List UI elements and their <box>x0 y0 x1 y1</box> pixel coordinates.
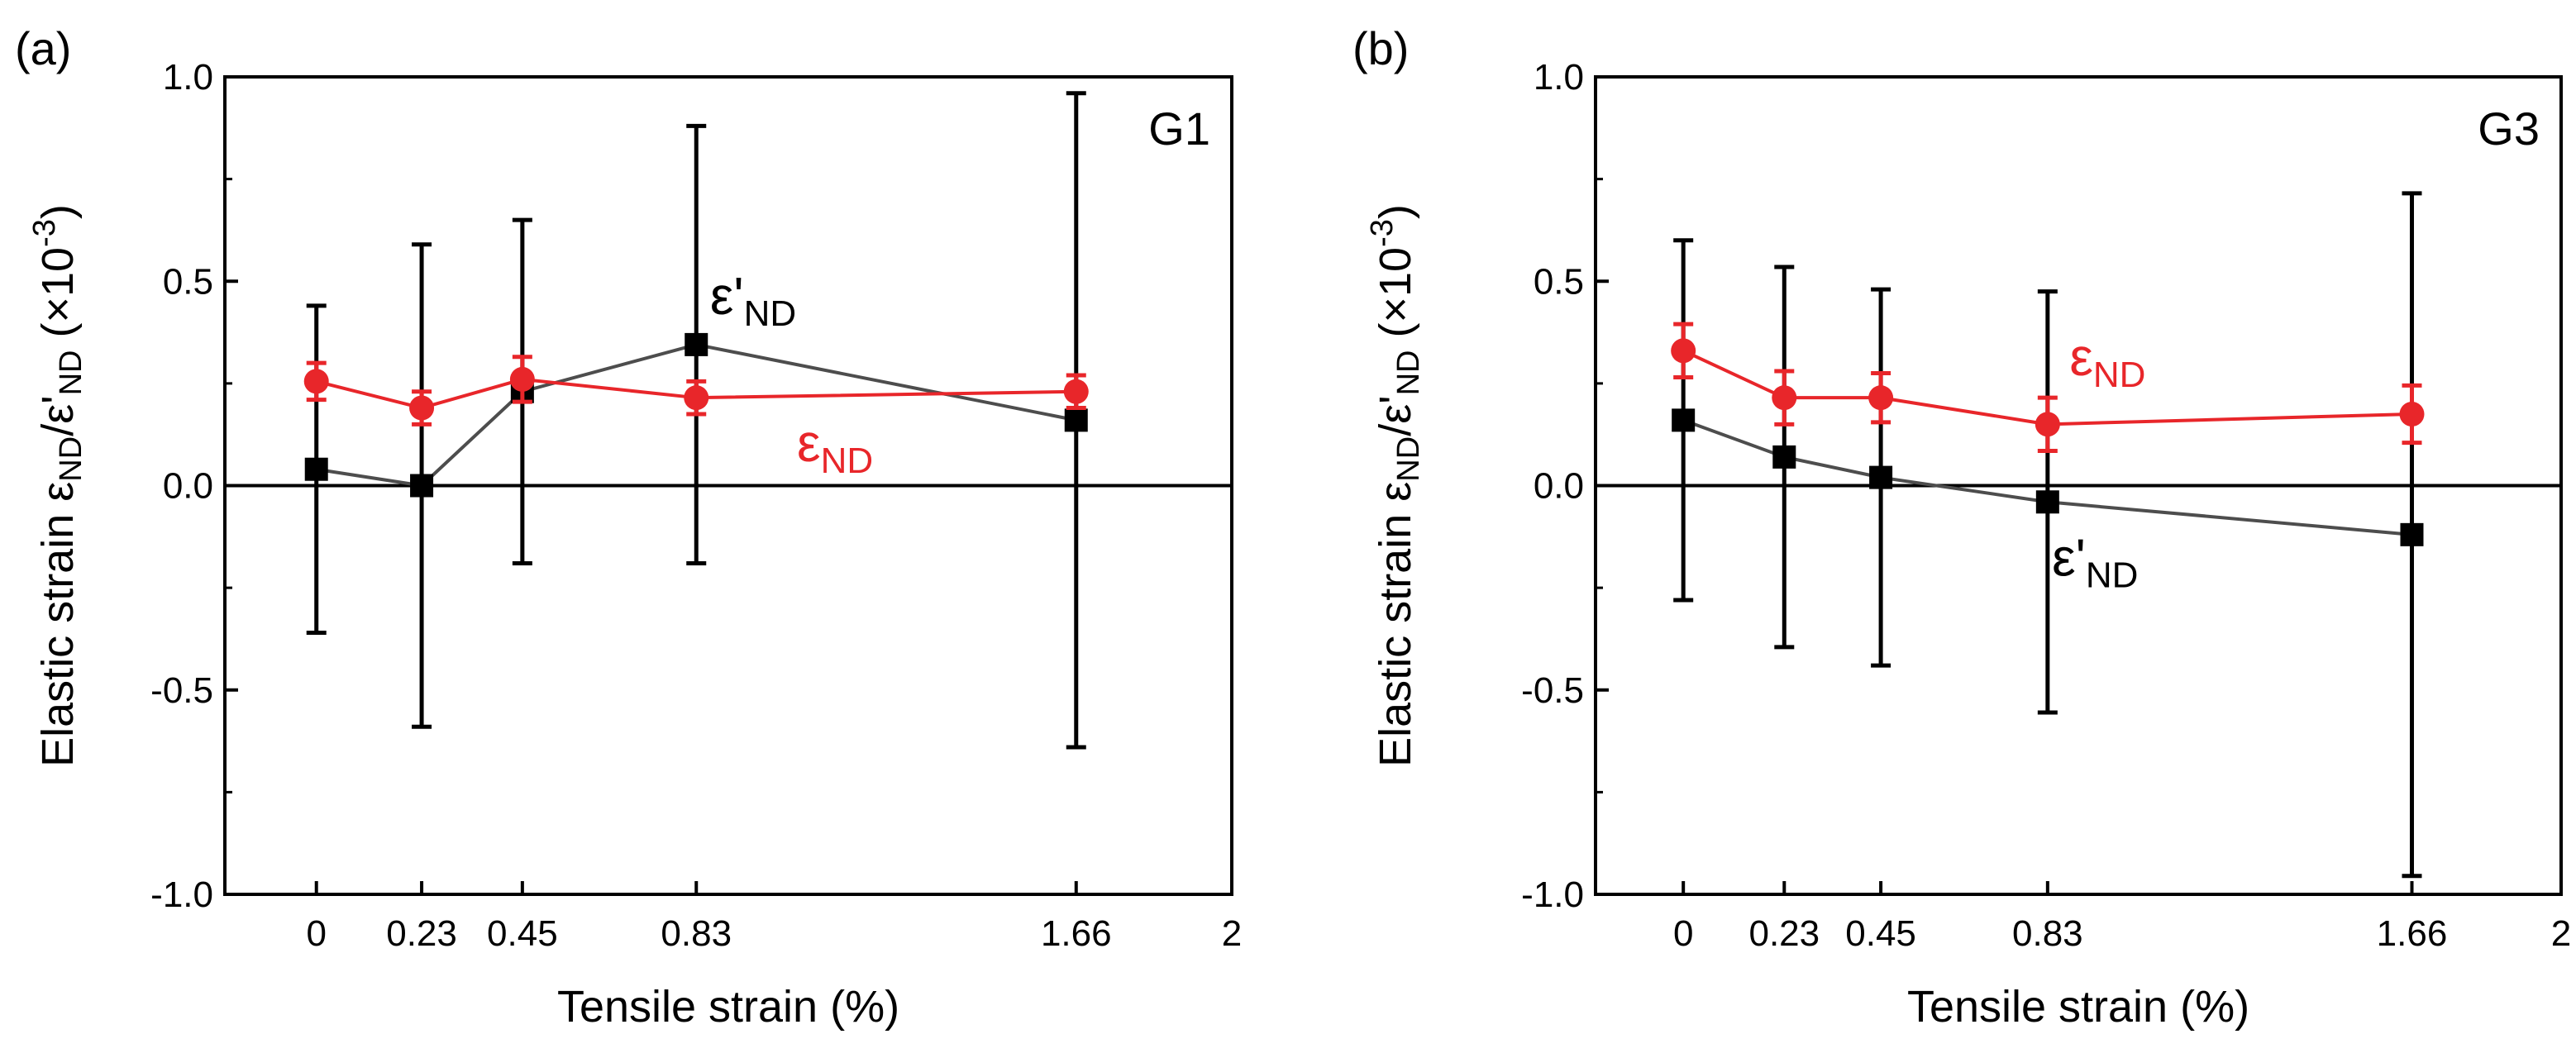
data-point <box>1772 445 1796 469</box>
data-point <box>1671 338 1696 364</box>
data-point <box>304 457 328 481</box>
series-label: εND <box>2069 327 2145 395</box>
x-tick-label: 0.23 <box>386 913 457 954</box>
x-axis-title: Tensile strain (%) <box>557 982 899 1032</box>
x-tick-label: 0 <box>1673 913 1693 954</box>
x-tick-label: 0.45 <box>1845 913 1916 954</box>
x-tick-label: 2 <box>2551 913 2571 954</box>
y-tick-label: 0.0 <box>163 466 213 507</box>
y-tick-label: 1.0 <box>1534 57 1584 98</box>
data-point <box>2035 412 2060 437</box>
series-label: ε'ND <box>2052 527 2138 595</box>
grain-label: G1 <box>1148 102 1210 155</box>
data-point <box>1869 465 1893 489</box>
data-point <box>303 369 329 394</box>
x-tick-label: 0.83 <box>2012 913 2083 954</box>
data-point <box>410 474 434 498</box>
y-tick-label: 0.5 <box>1534 261 1584 302</box>
y-axis-title: Elastic strain εND/ε'ND (×10-3) <box>27 204 88 767</box>
data-point <box>1063 379 1089 404</box>
data-point <box>2400 522 2424 546</box>
x-tick-label: 1.66 <box>2377 913 2448 954</box>
series-label: ε'ND <box>710 266 796 334</box>
y-tick-label: 0.0 <box>1534 466 1584 507</box>
y-tick-label: -0.5 <box>150 670 213 711</box>
chart-panel-b: -1.0 -0.5 0.0 0.5 1.0 0 0.23 0.45 0.83 1.66 2 Tensi… <box>1352 22 2571 1032</box>
series-eps-prime-nd: ε'ND <box>1672 191 2424 879</box>
x-tick-label: 1.66 <box>1041 913 1112 954</box>
series-eps-nd: εND <box>1671 322 2425 453</box>
data-point <box>684 385 709 411</box>
data-point <box>2035 490 2059 514</box>
data-point <box>1672 408 1696 432</box>
y-tick-label: 0.5 <box>163 261 213 302</box>
chart-panel-a: -1.0 -0.5 0.0 0.5 1.0 0 0.23 0.45 0.83 1.66 2 Tensi… <box>15 22 1242 1032</box>
x-tick-label: 0 <box>306 913 326 954</box>
data-point <box>1772 385 1797 411</box>
y-tick-label: -1.0 <box>1521 875 1584 915</box>
x-tick-label: 0.83 <box>661 913 732 954</box>
data-point <box>685 332 708 356</box>
panel-label: (a) <box>15 22 71 74</box>
data-point <box>509 366 535 392</box>
y-axis-title: Elastic strain εND/ε'ND (×10-3) <box>1365 204 1426 767</box>
data-point <box>1064 408 1088 432</box>
grain-label: G3 <box>2478 102 2540 155</box>
x-tick-label: 0.45 <box>487 913 558 954</box>
y-tick-label: 1.0 <box>163 57 213 98</box>
series-eps-prime-nd: ε'ND <box>304 91 1088 750</box>
data-point <box>1868 385 1894 411</box>
series-label: εND <box>797 413 873 481</box>
x-tick-label: 0.23 <box>1748 913 1820 954</box>
data-point <box>2399 401 2425 427</box>
series-eps-nd: εND <box>303 355 1089 481</box>
y-tick-label: -0.5 <box>1521 670 1584 711</box>
panel-label: (b) <box>1352 22 1409 74</box>
x-tick-label: 2 <box>1222 913 1242 954</box>
y-tick-label: -1.0 <box>150 875 213 915</box>
x-axis-title: Tensile strain (%) <box>1907 982 2249 1032</box>
data-point <box>409 395 435 421</box>
